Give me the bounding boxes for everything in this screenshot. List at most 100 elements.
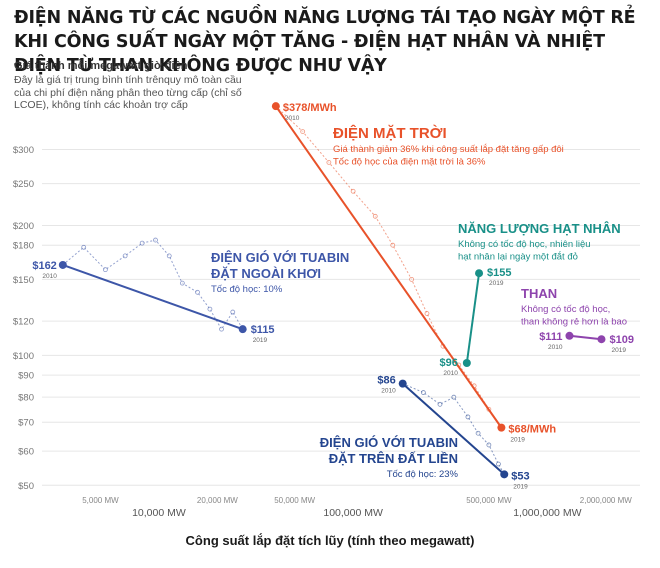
offshore-detail-point — [139, 240, 145, 246]
nuclear-start-value-label: $96 — [439, 357, 457, 369]
chart-title: ĐIỆN NĂNG TỪ CÁC NGUỒN NĂNG LƯỢNG TÁI TẠ… — [14, 8, 636, 76]
offshore-detail-point — [166, 253, 172, 259]
nuclear-series-name: NĂNG LƯỢNG HẠT NHÂN — [458, 221, 621, 236]
solar-start-point — [271, 102, 280, 111]
offshore-detail-point — [207, 306, 213, 312]
coal-start-value-label: $111 — [539, 331, 562, 343]
y-tick-label: $100 — [13, 351, 34, 362]
onshore-start-value-label: $86 — [377, 375, 395, 387]
x-major-tick-label: 10,000 MW — [132, 507, 186, 519]
offshore-detail-point — [230, 309, 236, 315]
y-tick-label: $120 — [13, 317, 34, 328]
y-tick-label: $80 — [18, 393, 34, 404]
onshore-end-year-label: 2019 — [513, 483, 528, 490]
solar-start-value-label: $378/MWh — [283, 102, 337, 114]
y-tick-label: $70 — [18, 418, 34, 429]
offshore-end-point — [238, 325, 247, 334]
onshore-end-point — [500, 470, 509, 479]
onshore-detail-point — [420, 390, 426, 395]
solar-detail-point — [326, 159, 332, 165]
offshore-start-point — [58, 260, 67, 269]
y-tick-label: $180 — [13, 241, 34, 252]
offshore-series-name: ĐẶT NGOÀI KHƠI — [211, 266, 321, 281]
onshore-detail-point — [465, 414, 471, 420]
solar-detail-point — [424, 311, 430, 316]
chart-note: Đây là giá trị trung bình tính trênquy m… — [14, 74, 242, 111]
offshore-detail-point — [195, 289, 200, 295]
y-tick-label: $200 — [13, 221, 34, 232]
x-minor-tick-label: 50,000 MW — [274, 496, 315, 505]
onshore-end-value-label: $53 — [511, 470, 529, 482]
onshore-detail-point — [437, 401, 443, 407]
offshore-series-name: ĐIỆN GIÓ VỚI TUABIN — [211, 250, 349, 265]
onshore-detail-point — [475, 430, 481, 436]
coal-end-value-label: $109 — [609, 334, 633, 346]
coal-series-description: than không rẻ hơn là bao — [521, 317, 627, 328]
x-axis-title: Công suất lắp đặt tích lũy (tính theo me… — [185, 533, 475, 548]
onshore-start-year-label: 2010 — [381, 388, 396, 395]
y-tick-label: $90 — [18, 371, 34, 382]
nuclear-end-value-label: $155 — [487, 267, 511, 279]
offshore-detail-point — [219, 326, 224, 332]
x-major-tick-label: 1,000,000 MW — [513, 507, 581, 519]
x-minor-tick-label: 2,000,000 MW — [580, 496, 632, 505]
coal-end-year-label: 2019 — [611, 347, 626, 354]
x-minor-tick-label: 500,000 MW — [466, 496, 512, 505]
coal-series-name: THAN — [521, 286, 557, 301]
offshore-start-value-label: $162 — [32, 260, 56, 272]
nuclear-end-year-label: 2019 — [489, 280, 504, 287]
offshore-end-year-label: 2019 — [253, 337, 268, 344]
nuclear-start-point — [462, 359, 471, 368]
solar-series-description: Giá thành giảm 36% khi công suất lắp đặt… — [333, 144, 564, 155]
coal-end-point — [597, 335, 606, 344]
offshore-end-value-label: $115 — [251, 324, 275, 336]
y-tick-label: $60 — [18, 447, 34, 458]
y-tick-label: $150 — [13, 275, 34, 286]
offshore-trend-line — [62, 264, 244, 331]
onshore-detail-point — [496, 461, 501, 467]
offshore-detail-point — [102, 267, 108, 273]
nuclear-start-year-label: 2010 — [443, 370, 458, 377]
offshore-detail-point — [153, 237, 158, 243]
coal-start-point — [565, 331, 574, 340]
solar-series-name: ĐIỆN MẶT TRỜI — [333, 124, 447, 142]
solar-end-year-label: 2019 — [510, 437, 525, 444]
offshore-detail-point — [179, 280, 185, 286]
solar-detail-point — [300, 129, 306, 135]
offshore-detail-point — [81, 244, 87, 250]
x-major-tick-label: 100,000 MW — [323, 507, 383, 519]
onshore-series-description: Tốc độ học: 23% — [387, 469, 459, 480]
solar-detail-point — [372, 213, 378, 219]
offshore-series-description: Tốc độ học: 10% — [211, 284, 283, 295]
onshore-start-point — [398, 379, 407, 388]
solar-detail-point — [409, 276, 414, 282]
onshore-trend-line — [402, 382, 505, 476]
solar-end-value-label: $68/MWh — [508, 424, 556, 436]
nuclear-series-description: hạt nhân lại ngày một đắt đỏ — [458, 252, 578, 263]
nuclear-end-point — [475, 269, 484, 278]
solar-series-description: Tốc độ học của điện mặt trời là 36% — [333, 157, 486, 168]
coal-series-description: Không có tốc độ học, — [521, 304, 610, 315]
coal-trend-line — [569, 334, 602, 341]
onshore-series-name: ĐẶT TRÊN ĐẤT LIỀN — [329, 451, 458, 466]
grid-layer — [42, 148, 640, 486]
onshore-detail-line — [402, 383, 505, 475]
nuclear-trend-line — [465, 273, 481, 364]
onshore-detail-point — [486, 442, 492, 448]
y-axis-title: Giá thành mỗi megawatt giờ điện — [14, 60, 188, 72]
axis-layer: $50 $60 $70 $80 $90 $100 $120 $150 $180 $200 $250 $… — [13, 145, 632, 519]
coal-start-year-label: 2010 — [548, 344, 563, 351]
y-tick-label: $250 — [13, 179, 34, 190]
y-tick-label: $300 — [13, 145, 34, 156]
nuclear-series-description: Không có tốc độ học, nhiên liệu — [458, 239, 591, 250]
solar-detail-point — [390, 242, 396, 248]
solar-trend-line — [275, 105, 503, 429]
solar-start-year-label: 2010 — [285, 115, 300, 122]
x-minor-tick-label: 20,000 MW — [197, 496, 238, 505]
y-tick-label: $50 — [18, 481, 34, 492]
offshore-detail-point — [122, 253, 128, 259]
solar-end-point — [497, 423, 506, 432]
onshore-series-name: ĐIỆN GIÓ VỚI TUABIN — [320, 435, 458, 450]
trend-layer — [58, 102, 606, 479]
